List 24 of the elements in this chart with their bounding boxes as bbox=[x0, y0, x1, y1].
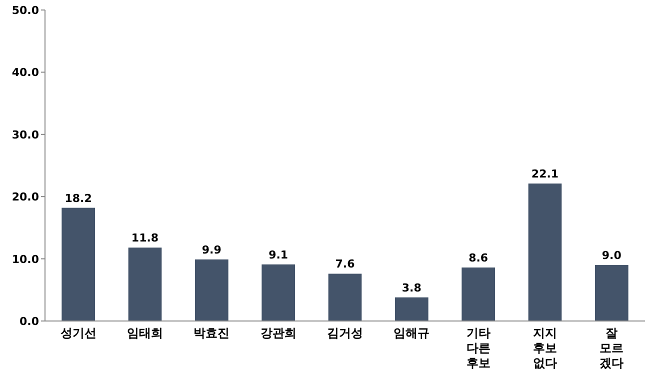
x-tick-label: 강관희 bbox=[260, 326, 296, 340]
data-label: 11.8 bbox=[131, 232, 159, 245]
x-tick-label: 기타 다른 후보 bbox=[466, 326, 490, 370]
y-tick-label: 10.0 bbox=[12, 252, 40, 266]
x-tick-label: 박효진 bbox=[194, 326, 230, 340]
data-label: 8.6 bbox=[468, 252, 488, 265]
data-label: 22.1 bbox=[531, 168, 559, 181]
y-tick-label: 20.0 bbox=[12, 190, 40, 204]
data-label: 9.0 bbox=[602, 249, 622, 262]
y-tick-label: 40.0 bbox=[12, 66, 40, 80]
x-tick-label: 임태희 bbox=[127, 326, 163, 340]
x-tick-label: 지지 후보 없다 bbox=[533, 326, 557, 370]
x-tick-label: 김거성 bbox=[327, 326, 363, 340]
data-label: 3.8 bbox=[402, 281, 422, 294]
y-tick-label: 30.0 bbox=[12, 128, 40, 142]
x-tick-label: 잘 모르 겠다 bbox=[600, 326, 624, 370]
data-label: 9.1 bbox=[268, 248, 288, 262]
data-label: 7.6 bbox=[335, 258, 356, 271]
x-tick-label: 성기선 bbox=[60, 326, 96, 340]
x-tick-label: 임해규 bbox=[394, 326, 430, 340]
y-tick-label: 0.0 bbox=[20, 315, 40, 328]
data-label: 9.9 bbox=[202, 243, 222, 256]
data-label: 18.2 bbox=[64, 192, 92, 205]
y-tick-label: 50.0 bbox=[12, 4, 40, 17]
